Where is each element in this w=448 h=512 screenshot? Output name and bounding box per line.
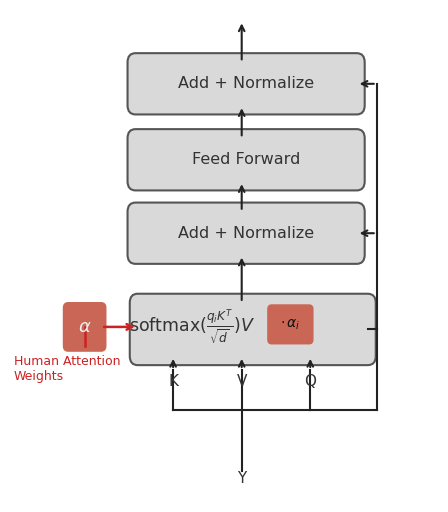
Text: Y: Y bbox=[237, 472, 246, 486]
Text: Feed Forward: Feed Forward bbox=[192, 152, 300, 167]
Text: softmax($\frac{q_i K^T}{\sqrt{d}}$)$V$: softmax($\frac{q_i K^T}{\sqrt{d}}$)$V$ bbox=[129, 308, 255, 346]
Text: Q: Q bbox=[304, 374, 316, 389]
FancyBboxPatch shape bbox=[128, 53, 365, 115]
FancyBboxPatch shape bbox=[130, 294, 376, 365]
Text: $\cdot\,\alpha_i$: $\cdot\,\alpha_i$ bbox=[280, 317, 301, 332]
Text: $\alpha$: $\alpha$ bbox=[78, 318, 91, 336]
Text: Add + Normalize: Add + Normalize bbox=[178, 226, 314, 241]
FancyBboxPatch shape bbox=[128, 129, 365, 190]
Text: V: V bbox=[237, 374, 247, 389]
FancyBboxPatch shape bbox=[128, 203, 365, 264]
Text: Add + Normalize: Add + Normalize bbox=[178, 76, 314, 91]
FancyBboxPatch shape bbox=[64, 303, 106, 351]
Text: Human Attention
Weights: Human Attention Weights bbox=[14, 355, 121, 383]
Text: K: K bbox=[168, 374, 178, 389]
FancyBboxPatch shape bbox=[268, 305, 313, 344]
